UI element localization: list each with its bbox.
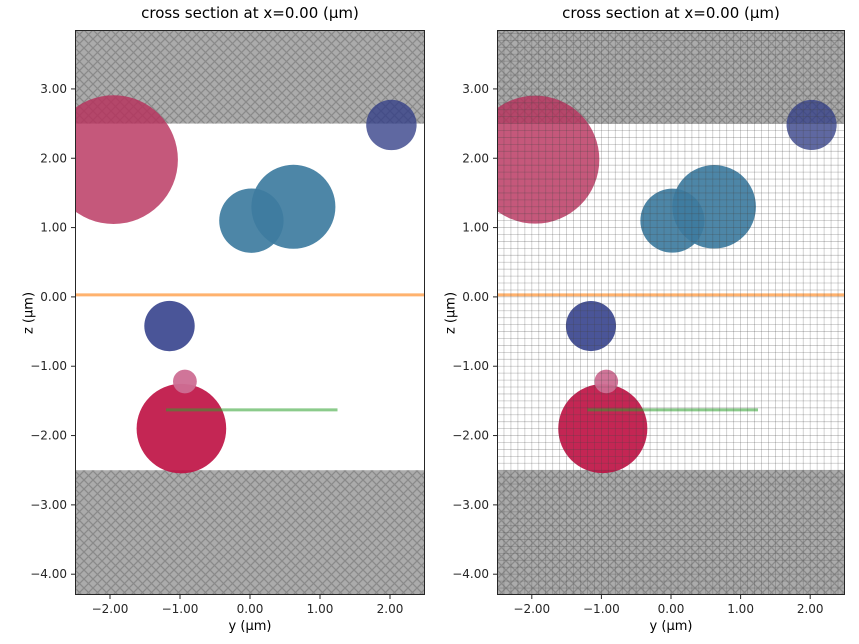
- x-tick-label: −1.00: [162, 602, 199, 616]
- y-tick-label: −3.00: [452, 498, 489, 512]
- y-tick-label: −4.00: [452, 567, 489, 581]
- sphere-pink-small: [173, 369, 197, 394]
- sphere-rose-large: [497, 95, 600, 224]
- y-tick-label: 3.00: [462, 82, 489, 96]
- y-tick-label: 1.00: [462, 221, 489, 235]
- y-axis-label: z (μm): [443, 291, 459, 334]
- axis-ticks: −2.00 −1.00 0.00 1.00 2.00 3.00 2.00 1.00 0.00 −1…: [452, 82, 823, 616]
- x-tick-label: −2.00: [513, 602, 550, 616]
- y-tick-label: 2.00: [462, 151, 489, 165]
- y-tick-label: −4.00: [30, 567, 67, 581]
- sphere-rose-large: [75, 95, 178, 225]
- y-tick-label: −3.00: [30, 498, 67, 512]
- pml-region-bottom: [497, 470, 845, 595]
- sphere-crimson-large: [136, 383, 227, 474]
- y-tick-label: 0.00: [40, 290, 67, 304]
- subplot-right: cross section at x=0.00 (μm) z (μm) y (μ…: [444, 4, 845, 634]
- pml-region-bottom: [75, 470, 425, 595]
- sphere-steelblue-large: [672, 165, 756, 249]
- subplot-left: cross section at x=0.00 (μm) z (μm) y (μ…: [22, 4, 425, 634]
- sphere-blue-top-right: [366, 99, 417, 151]
- axes-spine: [75, 30, 425, 595]
- plot-canvas: −2.00 −1.00 0.00 1.00 2.00 3.00 2.00 1.00 0.00 −1…: [452, 30, 845, 616]
- sphere-crimson-large: [558, 384, 648, 474]
- y-tick-label: 1.00: [40, 221, 67, 235]
- y-tick-label: −1.00: [30, 359, 67, 373]
- x-axis-label: y (μm): [649, 619, 693, 634]
- y-tick-label: 3.00: [40, 82, 67, 96]
- sphere-steelblue-large: [251, 164, 336, 249]
- axis-ticks: −2.00 −1.00 0.00 1.00 2.00 3.00 2.00 1.00 0.00 −1…: [30, 82, 403, 616]
- plot-canvas-host: −2.00 −1.00 0.00 1.00 2.00 3.00 2.00 1.00 0.00 −1…: [452, 30, 845, 616]
- x-tick-label: 1.00: [307, 602, 334, 616]
- x-tick-label: 2.00: [797, 602, 824, 616]
- mesh-grid: [497, 30, 845, 595]
- plot-canvas-host: −2.00 −1.00 0.00 1.00 2.00 3.00 2.00 1.00 0.00 −1…: [30, 30, 425, 616]
- y-tick-label: 0.00: [462, 290, 489, 304]
- x-tick-label: 0.00: [237, 602, 264, 616]
- y-tick-label: −1.00: [452, 359, 489, 373]
- x-tick-label: −2.00: [92, 602, 129, 616]
- x-tick-label: 0.00: [658, 602, 685, 616]
- plot-canvas: −2.00 −1.00 0.00 1.00 2.00 3.00 2.00 1.00 0.00 −1…: [30, 30, 425, 616]
- y-tick-label: −2.00: [30, 429, 67, 443]
- sphere-blue-middle: [144, 300, 195, 352]
- plot-title: cross section at x=0.00 (μm): [562, 4, 780, 22]
- sphere-pink-small: [594, 369, 619, 394]
- axes-spine: [497, 30, 845, 595]
- x-tick-label: −1.00: [583, 602, 620, 616]
- sphere-blue-top-right: [786, 99, 837, 151]
- y-tick-label: −2.00: [452, 429, 489, 443]
- sphere-blue-middle: [565, 300, 617, 352]
- x-tick-label: 2.00: [377, 602, 404, 616]
- x-tick-label: 1.00: [727, 602, 754, 616]
- plot-title: cross section at x=0.00 (μm): [141, 4, 359, 22]
- x-axis-label: y (μm): [228, 619, 272, 634]
- y-axis-label: z (μm): [21, 291, 37, 334]
- y-tick-label: 2.00: [40, 151, 67, 165]
